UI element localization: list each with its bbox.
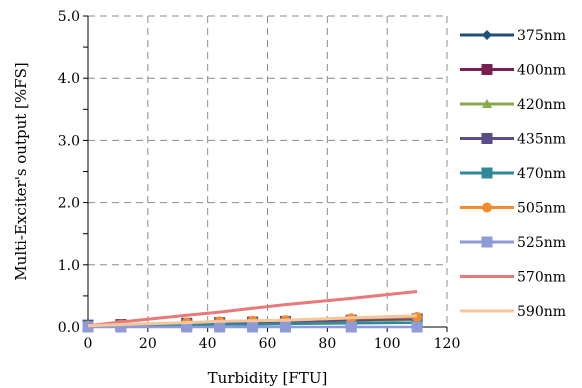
x-tick-label: 0 [84, 336, 93, 352]
legend-label: 505nm [517, 201, 566, 217]
data-point [482, 30, 492, 40]
legend-item: 375nm [460, 28, 566, 44]
data-point [247, 321, 259, 333]
tick-labels: 0 20 40 60 80 100 120 0.0 1.0 2.0 3.0 4.0 5.0 [58, 9, 461, 352]
data-point [279, 321, 291, 333]
y-axis-title: Multi-Exciter's output [%FS] [12, 62, 30, 280]
y-tick-label: 5.0 [58, 9, 80, 25]
y-tick-label: 0.0 [58, 320, 80, 336]
y-tick-label: 3.0 [58, 133, 80, 149]
series-layer [82, 290, 423, 333]
legend-item: 470nm [460, 166, 566, 182]
legend: 375nm 400nm 420nm 435nm 470nm 505nm 525nm 570nm… [460, 28, 566, 320]
legend-label: 435nm [517, 132, 566, 148]
x-tick-label: 40 [199, 336, 217, 352]
series-line [87, 290, 418, 328]
legend-label: 470nm [517, 166, 566, 182]
data-point [482, 202, 492, 213]
data-point [481, 64, 493, 75]
y-tick-label: 2.0 [58, 196, 80, 212]
legend-item: 420nm [460, 97, 566, 113]
x-tick-label: 100 [374, 336, 401, 352]
x-tick-label: 20 [139, 336, 157, 352]
x-tick-label: 80 [318, 336, 336, 352]
y-tick-label: 4.0 [58, 71, 80, 87]
legend-item: 400nm [460, 63, 566, 79]
legend-item: 505nm [460, 201, 566, 217]
legend-item: 590nm [460, 304, 566, 320]
data-point [214, 321, 226, 333]
data-point [411, 321, 423, 333]
legend-label: 375nm [517, 28, 566, 44]
legend-label: 400nm [517, 63, 566, 79]
legend-item: 570nm [460, 270, 566, 286]
data-point [482, 99, 492, 108]
x-axis-title: Turbidity [FTU] [208, 369, 328, 387]
y-tick-label: 1.0 [58, 258, 80, 274]
series-590nm [87, 314, 418, 328]
legend-label: 570nm [517, 270, 566, 286]
data-point [481, 133, 493, 144]
legend-label: 525nm [517, 235, 566, 251]
legend-label: 420nm [517, 97, 566, 113]
data-point [481, 236, 493, 248]
data-point [181, 321, 193, 333]
legend-label: 590nm [517, 304, 566, 320]
x-tick-label: 60 [259, 336, 277, 352]
series-line [87, 314, 418, 328]
legend-item: 435nm [460, 132, 566, 148]
data-point [115, 321, 127, 333]
x-tick-label: 120 [434, 336, 461, 352]
data-point [82, 321, 94, 333]
grid-lines [88, 15, 448, 327]
series-570nm [87, 290, 418, 328]
series-525nm [82, 321, 423, 333]
legend-item: 525nm [460, 235, 566, 251]
data-point [345, 321, 357, 333]
data-point [481, 167, 493, 179]
